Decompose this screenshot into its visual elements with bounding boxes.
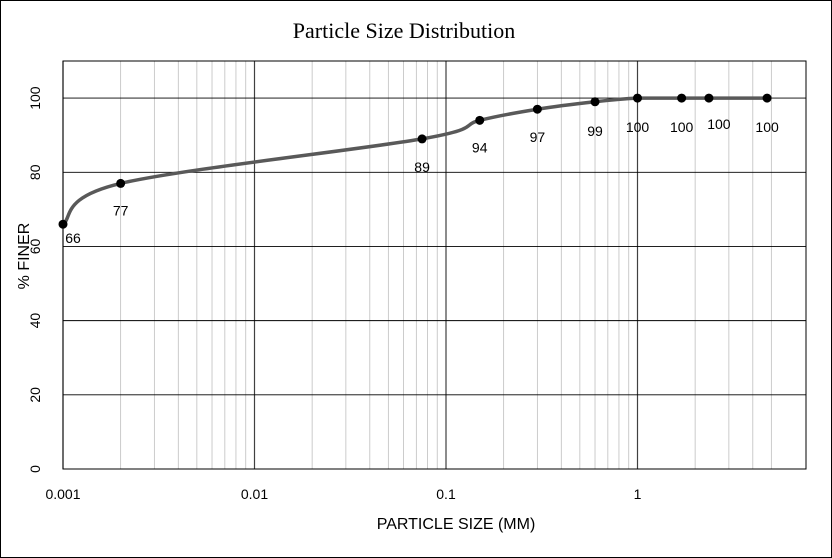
- y-tick-label: 0: [27, 465, 43, 473]
- data-point: [633, 93, 642, 103]
- data-point: [116, 178, 126, 188]
- grid: [62, 61, 806, 470]
- y-axis-label: % FINER: [16, 223, 33, 290]
- data-point: [762, 93, 772, 103]
- y-tick-label: 40: [27, 313, 43, 329]
- y-tick-label: 20: [27, 387, 43, 403]
- data-point: [532, 104, 542, 114]
- x-tick-label: 0.01: [241, 486, 268, 502]
- x-axis-label: PARTICLE SIZE (MM): [377, 516, 536, 533]
- y-tick-label: 100: [27, 86, 43, 110]
- data-point: [475, 115, 485, 125]
- x-tick-label: 0.1: [436, 486, 456, 502]
- data-label: 97: [530, 129, 546, 145]
- data-labels: 66 77 89 94 97 99 100 100 100 100: [65, 116, 779, 246]
- data-label: 94: [472, 139, 488, 155]
- y-tick-label: 60: [27, 238, 43, 254]
- data-label: 100: [707, 116, 731, 132]
- x-tick-label: 0.001: [45, 486, 80, 502]
- data-label: 100: [755, 119, 779, 135]
- data-point: [58, 219, 68, 229]
- data-point: [704, 93, 714, 103]
- data-label: 99: [587, 123, 603, 139]
- data-label: 89: [414, 159, 430, 175]
- data-point: [417, 134, 427, 144]
- plot-area: [62, 60, 807, 470]
- data-label: 77: [113, 202, 129, 218]
- data-point: [590, 97, 600, 107]
- data-point: [677, 93, 687, 103]
- series-line: [61, 96, 769, 226]
- y-tick-label: 80: [27, 164, 43, 180]
- chart-title: Particle Size Distribution: [293, 18, 515, 43]
- x-tick-label: 1: [634, 486, 642, 502]
- data-label: 66: [65, 230, 81, 246]
- data-label: 100: [670, 119, 694, 135]
- data-label: 100: [626, 119, 650, 135]
- markers: [58, 93, 772, 229]
- tick-labels: 0.001 0.01 0.1 1 0 20 40 60 80 100: [27, 86, 642, 502]
